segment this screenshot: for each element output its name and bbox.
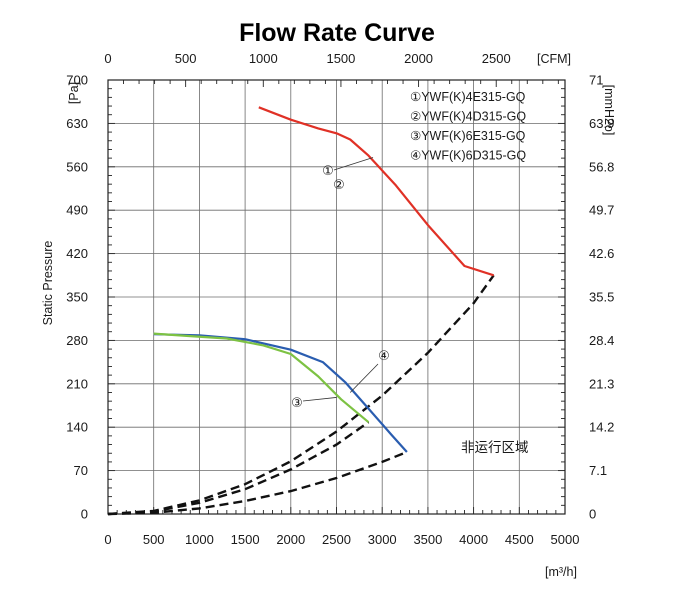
y-right-tick-label: 42.6 (589, 246, 614, 261)
y-tick-label: 560 (66, 159, 88, 174)
axes (107, 79, 566, 515)
curve-tag-leader (333, 157, 374, 171)
y-right-tick-label: 63.9 (589, 116, 614, 131)
x-top-tick-label: 2500 (482, 51, 511, 66)
x-top-tick-label: 1500 (326, 51, 355, 66)
y-tick-label: 420 (66, 246, 88, 261)
y-tick-label: 490 (66, 203, 88, 218)
system-curve-line (107, 421, 370, 516)
y-right-tick-label: 14.2 (589, 420, 614, 435)
x-tick-label: 4500 (505, 532, 534, 547)
curve-tag: ③ (291, 395, 303, 410)
x-top-tick-label: 1000 (249, 51, 278, 66)
curve-tags: ①② ③ ④ (291, 157, 390, 410)
y-right-tick-label: 0 (589, 507, 596, 522)
x-top-tick-label: 0 (104, 51, 111, 66)
x-unit-label: [m³/h] (545, 565, 577, 579)
x-tick-label: 1000 (185, 532, 214, 547)
legend-entry: ④YWF(K)6D315-GQ (410, 149, 526, 163)
curve-tag: ② (333, 177, 345, 192)
system-curve-line (107, 450, 408, 516)
y-tick-label: 0 (81, 507, 88, 522)
fan-curves (153, 106, 495, 453)
x-top-unit-label: [CFM] (537, 52, 571, 66)
x-top-tick-label: 500 (175, 51, 197, 66)
legend-entry: ②YWF(K)4D315-GQ (410, 110, 526, 124)
x-tick-label: 2000 (276, 532, 305, 547)
legend-entry: ①YWF(K)4E315-GQ (410, 90, 526, 104)
y-right-tick-label: 28.4 (589, 333, 614, 348)
fan-curve-line (153, 333, 408, 453)
y-right-tick-label: 35.5 (589, 290, 614, 305)
curve-tag: ① (322, 163, 334, 178)
x-tick-label: 5000 (551, 532, 580, 547)
y-right-tick-label: 7.1 (589, 463, 607, 478)
y-axis-label: Static Pressure (41, 241, 55, 326)
y-tick-label: 350 (66, 290, 88, 305)
x-tick-label: 3000 (368, 532, 397, 547)
y-right-tick-label: 56.8 (589, 159, 614, 174)
system-curves (107, 274, 495, 516)
chart-title: Flow Rate Curve (239, 19, 435, 47)
curve-tag-leader (349, 363, 379, 393)
y-tick-label: 210 (66, 376, 88, 391)
curve-tag: ④ (378, 348, 390, 363)
non-operating-region-label: 非运行区域 (461, 440, 529, 455)
legend-entry: ③YWF(K)6E315-GQ (410, 129, 526, 143)
x-tick-label: 2500 (322, 532, 351, 547)
fan-curve-line (153, 332, 370, 424)
x-top-tick-label: 2000 (404, 51, 433, 66)
x-tick-label: 1500 (231, 532, 260, 547)
fan-curve-line (258, 106, 495, 277)
y-right-tick-label: 49.7 (589, 203, 614, 218)
y-tick-label: 630 (66, 116, 88, 131)
y-right-tick-label: 71 (589, 73, 603, 88)
x-tick-label: 0 (104, 532, 111, 547)
y-right-tick-label: 21.3 (589, 376, 614, 391)
curve-tag-leader (302, 397, 337, 402)
y-tick-label: 700 (66, 73, 88, 88)
y-tick-label: 140 (66, 420, 88, 435)
x-tick-label: 4000 (459, 532, 488, 547)
tick-labels: 0 500 1000 1500 2000 2500 3000 3500 4000 4500 5000… (66, 51, 614, 547)
y-tick-label: 280 (66, 333, 88, 348)
x-tick-label: 3500 (413, 532, 442, 547)
y-right-unit-label: [mmH2o] (602, 85, 616, 136)
y-unit-label: [Pa] (67, 82, 81, 104)
x-tick-label: 500 (143, 532, 165, 547)
legend: ①YWF(K)4E315-GQ ②YWF(K)4D315-GQ ③YWF(K)6E3… (410, 90, 526, 163)
y-tick-label: 70 (74, 463, 88, 478)
